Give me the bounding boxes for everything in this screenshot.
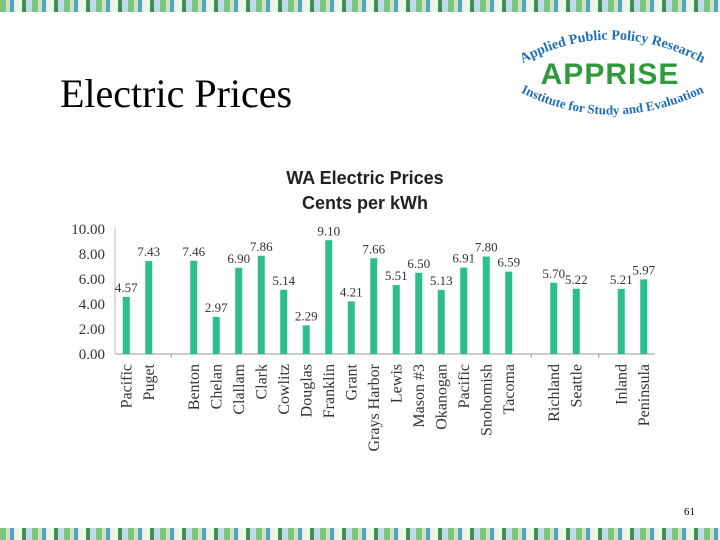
bar-value-label: 9.10 [317, 223, 340, 238]
category-label: Richland [546, 364, 563, 422]
category-label: Grays Harbor [366, 363, 383, 451]
category-label: Lewis [388, 364, 405, 403]
chart-bars [122, 240, 648, 354]
bar [325, 240, 333, 354]
category-label: Peninsula [636, 364, 653, 426]
bar-value-label: 4.57 [115, 280, 138, 295]
bar [235, 267, 243, 354]
bar-value-label: 7.43 [137, 244, 160, 259]
bar-value-label: 2.29 [295, 308, 318, 323]
bar [302, 325, 310, 354]
bar [437, 289, 445, 354]
chart-axis: 10.00 8.00 6.00 4.00 2.00 0.00 [71, 222, 655, 363]
bar [640, 279, 648, 354]
bar-value-label: 5.51 [385, 268, 408, 283]
bar-value-label: 6.50 [407, 256, 430, 271]
bar-value-label: 5.70 [542, 266, 565, 281]
category-label: Grant [343, 363, 360, 400]
bar-value-label: 5.14 [272, 273, 295, 288]
bar [145, 261, 153, 354]
bar-value-label: 7.86 [250, 239, 273, 254]
bar [280, 289, 288, 354]
y-tick-label: 0.00 [79, 347, 105, 363]
bar-value-label: 5.21 [610, 272, 633, 287]
category-label: Pacific [456, 364, 473, 408]
y-tick-label: 6.00 [79, 272, 105, 288]
bar-value-label: 7.66 [362, 241, 385, 256]
category-label: Snohomish [478, 364, 495, 436]
chart-subtitle: Cents per kWh [302, 193, 428, 213]
bar [212, 316, 220, 354]
bar [190, 260, 198, 354]
category-label: Clark [253, 364, 270, 400]
bar-value-label: 5.13 [430, 273, 453, 288]
category-label: Tacoma [501, 364, 518, 414]
y-tick-label: 8.00 [79, 247, 105, 263]
category-label: Douglas [298, 364, 315, 417]
category-label: Pacific [118, 364, 135, 408]
bar [572, 288, 580, 354]
bar [505, 271, 513, 354]
bar [370, 258, 378, 354]
apprise-logo: Applied Public Policy Research APPRISE I… [518, 28, 708, 117]
chart-title: WA Electric Prices [286, 168, 443, 188]
bottom-decorative-band [0, 528, 720, 540]
bar-value-label: 7.46 [182, 244, 205, 259]
category-label: Benton [186, 364, 203, 410]
bar-value-label: 6.90 [227, 251, 250, 266]
bar [392, 285, 400, 354]
category-label: Inland [613, 364, 630, 405]
category-label: Clallam [231, 363, 248, 414]
bar-value-label: 6.91 [452, 251, 475, 266]
logo-main-text: APPRISE [541, 58, 680, 91]
category-label: Puget [141, 363, 158, 400]
category-label: Chelan [208, 364, 225, 409]
bar-value-label: 4.21 [340, 284, 363, 299]
bar [415, 272, 423, 354]
y-tick-label: 4.00 [79, 297, 105, 313]
bar [460, 267, 468, 354]
page-number: 61 [684, 506, 695, 518]
category-label: Seattle [568, 364, 585, 408]
bar-value-label: 6.59 [497, 255, 520, 270]
bar [347, 301, 355, 354]
y-tick-label: 10.00 [71, 222, 105, 238]
category-label: Cowlitz [276, 364, 293, 415]
category-label: Okanogan [433, 364, 450, 430]
bar-value-label: 5.22 [565, 272, 588, 287]
bar [482, 256, 490, 354]
slide-title: Electric Prices [60, 71, 293, 116]
category-label: Mason #3 [411, 364, 428, 428]
bar-value-label: 2.97 [205, 300, 228, 315]
bar [257, 255, 265, 354]
bar [122, 296, 130, 354]
y-tick-label: 2.00 [79, 322, 105, 338]
bar [550, 282, 558, 354]
top-decorative-band [0, 0, 720, 12]
category-label: Franklin [321, 364, 338, 418]
chart-labels: 4.57 Pacific 7.43 Puget 7.46 Benton 2.97 Chelan… [115, 223, 656, 451]
bar-value-label: 5.97 [632, 262, 655, 277]
bar-value-label: 7.80 [475, 240, 498, 255]
bar [617, 288, 625, 354]
